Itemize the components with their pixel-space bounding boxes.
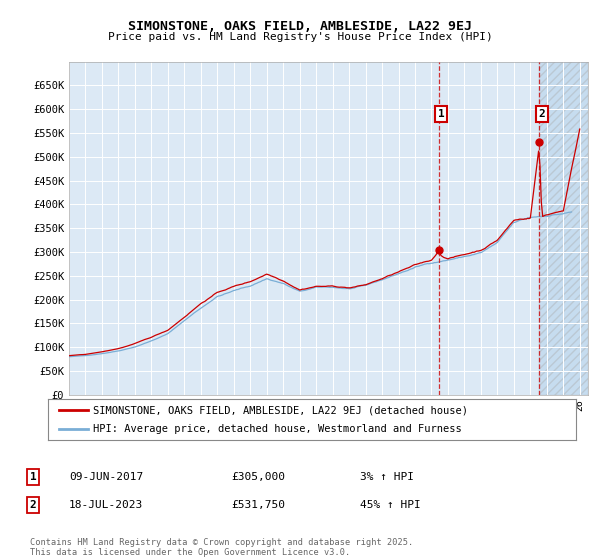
Bar [539,62,588,395]
Text: 3% ↑ HPI: 3% ↑ HPI [360,472,414,482]
Text: HPI: Average price, detached house, Westmorland and Furness: HPI: Average price, detached house, West… [93,424,461,433]
Text: 1: 1 [438,109,445,119]
Text: 2: 2 [29,500,37,510]
Text: £531,750: £531,750 [231,500,285,510]
Text: Price paid vs. HM Land Registry's House Price Index (HPI): Price paid vs. HM Land Registry's House … [107,32,493,43]
Text: £305,000: £305,000 [231,472,285,482]
Text: 09-JUN-2017: 09-JUN-2017 [69,472,143,482]
Bar [539,62,588,395]
Text: 18-JUL-2023: 18-JUL-2023 [69,500,143,510]
Text: 1: 1 [29,472,37,482]
Text: SIMONSTONE, OAKS FIELD, AMBLESIDE, LA22 9EJ (detached house): SIMONSTONE, OAKS FIELD, AMBLESIDE, LA22 … [93,405,468,415]
Text: SIMONSTONE, OAKS FIELD, AMBLESIDE, LA22 9EJ: SIMONSTONE, OAKS FIELD, AMBLESIDE, LA22 … [128,20,472,32]
Text: Contains HM Land Registry data © Crown copyright and database right 2025.
This d: Contains HM Land Registry data © Crown c… [30,538,413,557]
Text: 2: 2 [538,109,545,119]
Text: 45% ↑ HPI: 45% ↑ HPI [360,500,421,510]
